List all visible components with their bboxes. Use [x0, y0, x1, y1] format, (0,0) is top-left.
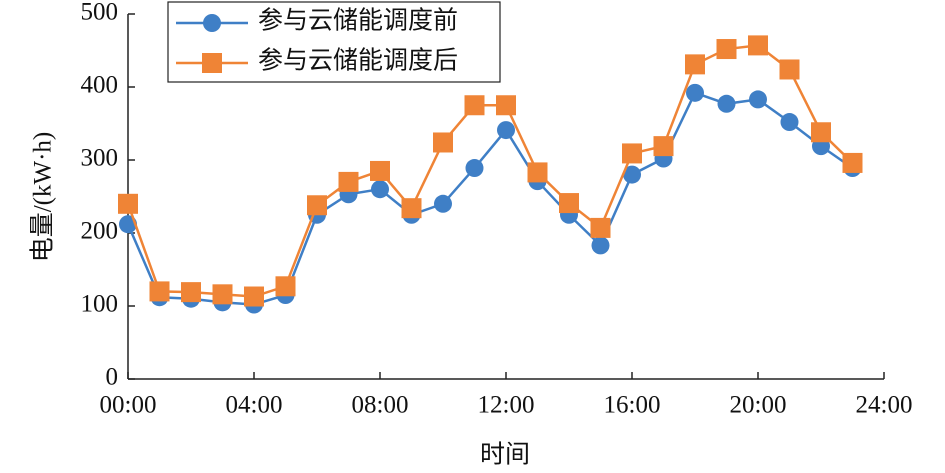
- data-point: [212, 284, 233, 305]
- data-point: [118, 193, 138, 214]
- y-tick-label: 400: [81, 72, 119, 99]
- x-tick-label: 24:00: [856, 392, 913, 419]
- series-line: [126, 44, 854, 298]
- data-point: [717, 94, 736, 113]
- x-tick-label: 20:00: [730, 392, 787, 419]
- data-point: [590, 217, 611, 238]
- data-point: [811, 122, 831, 143]
- data-point: [401, 198, 422, 219]
- data-point: [464, 95, 485, 116]
- series-line: [126, 91, 854, 306]
- data-point: [591, 236, 610, 255]
- data-point: [653, 136, 674, 157]
- x-tick-label: 12:00: [478, 392, 535, 419]
- legend-marker: [202, 53, 222, 73]
- legend-label: 参与云储能调度前: [258, 7, 458, 35]
- x-tick-label: 16:00: [604, 392, 661, 419]
- data-point: [497, 121, 515, 140]
- data-point: [181, 282, 201, 303]
- x-axis-label: 时间: [480, 441, 530, 469]
- y-tick-label: 0: [106, 364, 119, 391]
- data-point: [527, 162, 548, 183]
- data-point: [749, 90, 767, 109]
- legend-marker: [203, 14, 221, 32]
- data-point: [370, 160, 390, 181]
- legend-label: 参与云储能调度后: [258, 47, 458, 75]
- data-point: [623, 165, 641, 184]
- data-point: [622, 143, 642, 164]
- data-point: [842, 152, 863, 173]
- x-tick-label: 08:00: [352, 392, 409, 419]
- data-point: [716, 39, 737, 60]
- data-point: [559, 193, 579, 214]
- data-point: [371, 180, 389, 199]
- data-point: [338, 171, 359, 192]
- data-point: [307, 195, 327, 216]
- data-point: [465, 159, 484, 178]
- data-point: [275, 276, 296, 297]
- legend-box: [167, 1, 501, 83]
- data-point: [779, 59, 800, 80]
- x-tick-label: 04:00: [226, 392, 283, 419]
- data-point: [433, 132, 453, 153]
- data-point: [244, 286, 264, 307]
- y-tick-label: 100: [81, 291, 119, 318]
- data-point: [685, 54, 705, 75]
- y-tick-label: 500: [81, 0, 119, 26]
- data-point: [780, 113, 799, 132]
- y-tick-label: 200: [81, 218, 119, 245]
- y-axis-label: 电量/(kW·h): [29, 132, 57, 263]
- x-tick-label: 00:00: [100, 392, 157, 419]
- data-point: [748, 35, 768, 56]
- data-point: [434, 194, 452, 213]
- data-point: [496, 95, 516, 116]
- y-tick-label: 300: [81, 145, 119, 172]
- data-point: [686, 83, 704, 102]
- data-point: [149, 281, 170, 302]
